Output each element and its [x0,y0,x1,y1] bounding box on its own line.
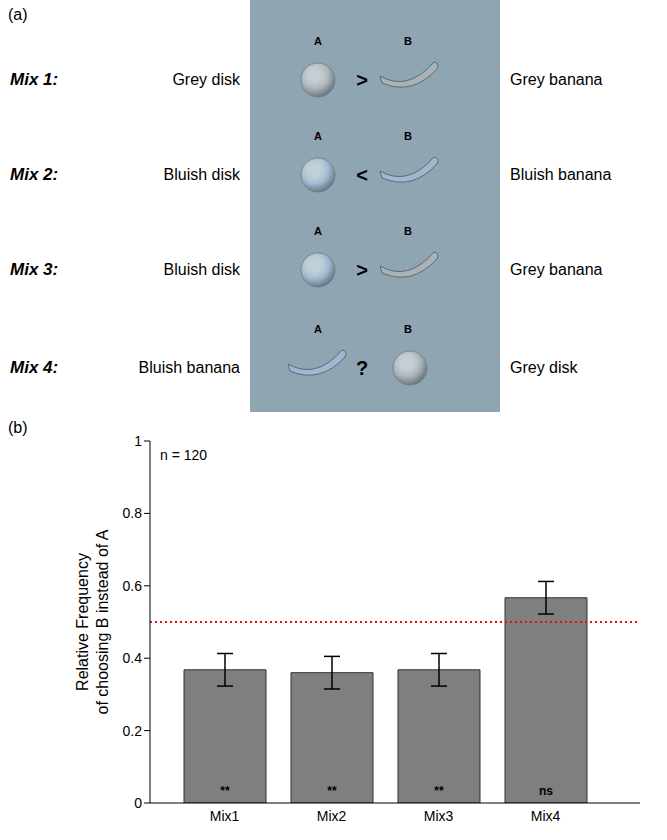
svg-text:of choosing B instead of A: of choosing B instead of A [94,529,111,714]
svg-text:A: A [314,225,322,237]
svg-text:A: A [314,130,322,142]
svg-text:B: B [404,130,412,142]
svg-text:Relative Frequency: Relative Frequency [74,553,91,691]
svg-text:0.6: 0.6 [123,578,143,594]
svg-text:Bluish banana: Bluish banana [139,359,241,376]
svg-text:(a): (a) [8,6,28,23]
svg-text:Mix 1:: Mix 1: [10,70,58,89]
svg-text:B: B [404,225,412,237]
svg-text:Mix4: Mix4 [531,808,561,824]
svg-text:Mix2: Mix2 [317,808,347,824]
svg-text:B: B [404,35,412,47]
svg-text:Mix3: Mix3 [424,808,454,824]
svg-text:Bluish disk: Bluish disk [164,261,241,278]
svg-text:1: 1 [134,433,142,449]
svg-text:Mix 2:: Mix 2: [10,165,58,184]
svg-text:**: ** [220,784,230,798]
svg-text:Mix 3:: Mix 3: [10,260,58,279]
svg-text:0.2: 0.2 [123,723,143,739]
svg-text:**: ** [434,784,444,798]
svg-text:Grey banana: Grey banana [510,71,603,88]
svg-text:Grey disk: Grey disk [510,359,579,376]
svg-text:>: > [356,259,368,281]
svg-text:>: > [356,69,368,91]
svg-text:0: 0 [134,795,142,811]
svg-text:Mix 4:: Mix 4: [10,358,58,377]
svg-text:0.4: 0.4 [123,650,143,666]
svg-text:B: B [404,323,412,335]
svg-text:Bluish disk: Bluish disk [164,166,241,183]
svg-text:Mix1: Mix1 [210,808,240,824]
svg-text:A: A [314,323,322,335]
svg-text:?: ? [356,357,368,379]
svg-text:ns: ns [539,784,553,798]
svg-text:Bluish banana: Bluish banana [510,166,612,183]
svg-text:**: ** [327,784,337,798]
svg-text:0.8: 0.8 [123,505,143,521]
svg-text:<: < [356,164,368,186]
svg-text:Grey banana: Grey banana [510,261,603,278]
svg-text:A: A [314,35,322,47]
svg-text:Grey disk: Grey disk [172,71,241,88]
svg-text:n = 120: n = 120 [160,447,207,463]
svg-text:(b): (b) [8,419,28,436]
